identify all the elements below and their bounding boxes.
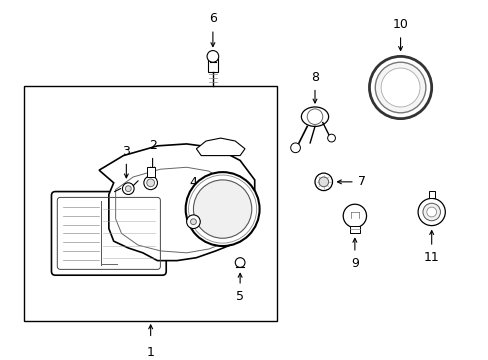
Circle shape xyxy=(318,177,328,187)
Circle shape xyxy=(369,57,431,119)
Circle shape xyxy=(374,62,425,113)
Circle shape xyxy=(327,134,335,142)
Circle shape xyxy=(290,143,300,153)
Circle shape xyxy=(143,176,157,190)
Circle shape xyxy=(206,50,218,62)
FancyBboxPatch shape xyxy=(51,192,166,275)
Circle shape xyxy=(193,180,251,238)
Text: 7: 7 xyxy=(357,175,365,188)
Bar xyxy=(24,86,277,321)
Circle shape xyxy=(146,179,154,187)
Polygon shape xyxy=(99,144,254,261)
Text: 8: 8 xyxy=(310,71,318,84)
Circle shape xyxy=(122,183,134,194)
Circle shape xyxy=(426,207,436,217)
Polygon shape xyxy=(196,138,244,156)
Bar xyxy=(146,167,154,177)
Text: 11: 11 xyxy=(423,251,439,264)
Circle shape xyxy=(185,172,259,246)
Text: 9: 9 xyxy=(350,257,358,270)
Bar xyxy=(428,190,434,198)
Ellipse shape xyxy=(301,107,328,126)
Circle shape xyxy=(343,204,366,228)
Text: 1: 1 xyxy=(146,346,154,359)
Circle shape xyxy=(422,203,440,221)
Bar xyxy=(349,226,359,233)
Text: 4: 4 xyxy=(189,176,197,189)
Circle shape xyxy=(186,215,200,229)
Circle shape xyxy=(190,219,196,225)
Bar xyxy=(207,58,217,72)
Circle shape xyxy=(235,258,244,267)
Circle shape xyxy=(380,68,419,107)
Circle shape xyxy=(314,173,332,190)
Text: 2: 2 xyxy=(148,139,156,152)
Text: 6: 6 xyxy=(208,12,216,25)
Circle shape xyxy=(125,186,131,192)
Text: 3: 3 xyxy=(122,144,130,158)
Text: 5: 5 xyxy=(236,290,244,303)
Text: 10: 10 xyxy=(392,18,407,31)
Circle shape xyxy=(417,198,445,226)
